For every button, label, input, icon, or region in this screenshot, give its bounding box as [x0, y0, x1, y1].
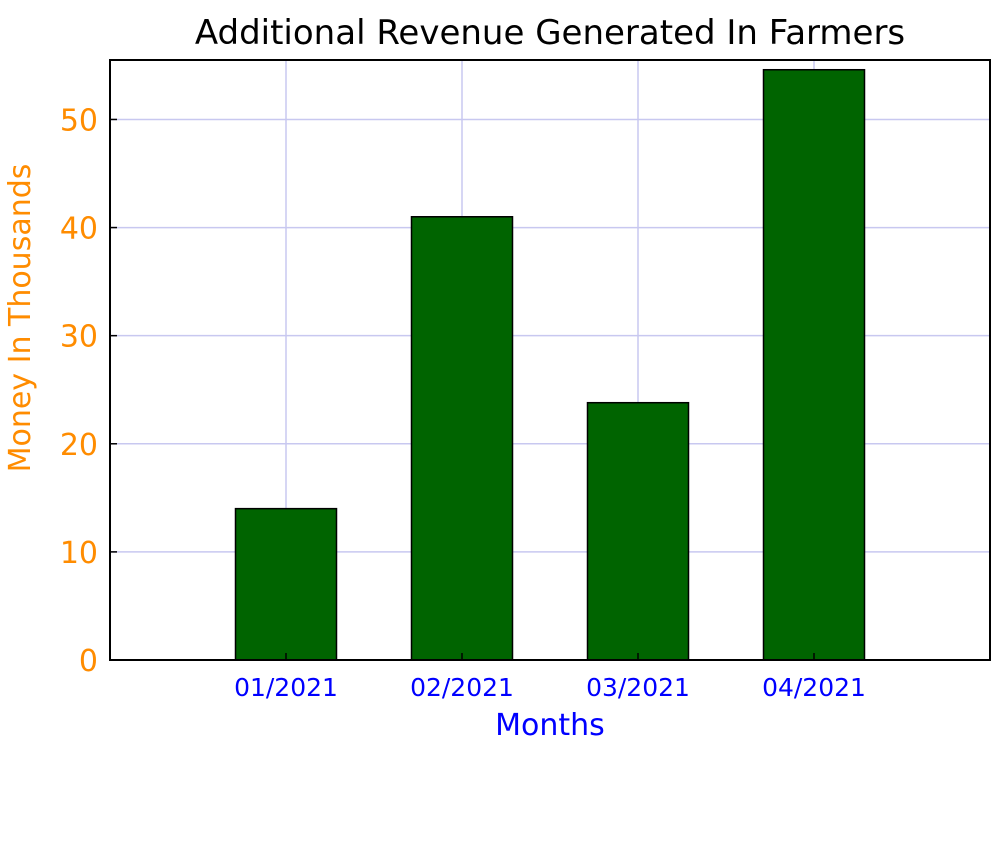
- plot-frame: [109, 59, 991, 661]
- y-tick-label: 50: [60, 103, 98, 138]
- bars: [234, 68, 866, 661]
- bar-1: [234, 507, 338, 661]
- x-tick-label: 02/2021: [410, 673, 514, 702]
- y-tick-label: 40: [60, 212, 98, 247]
- bar-3: [586, 401, 690, 661]
- chart-title: Additional Revenue Generated In Farmers: [195, 13, 905, 53]
- y-tick-label: 0: [79, 644, 98, 679]
- x-axis-title: Months: [495, 708, 605, 743]
- y-tick-label: 10: [60, 536, 98, 571]
- x-tick-label: 04/2021: [762, 673, 866, 702]
- x-tick-label: 01/2021: [234, 673, 338, 702]
- bar-4: [762, 68, 866, 661]
- bar-2: [410, 216, 514, 661]
- x-tick-label: 03/2021: [586, 673, 690, 702]
- y-tick-label: 30: [60, 320, 98, 355]
- y-axis-ticks: 0 10 20 30 40 50: [60, 103, 117, 679]
- y-tick-label: 20: [60, 428, 98, 463]
- y-axis-title: Money In Thousands: [3, 164, 38, 473]
- x-axis-ticks: 01/2021 02/2021 03/2021 04/2021: [234, 653, 866, 702]
